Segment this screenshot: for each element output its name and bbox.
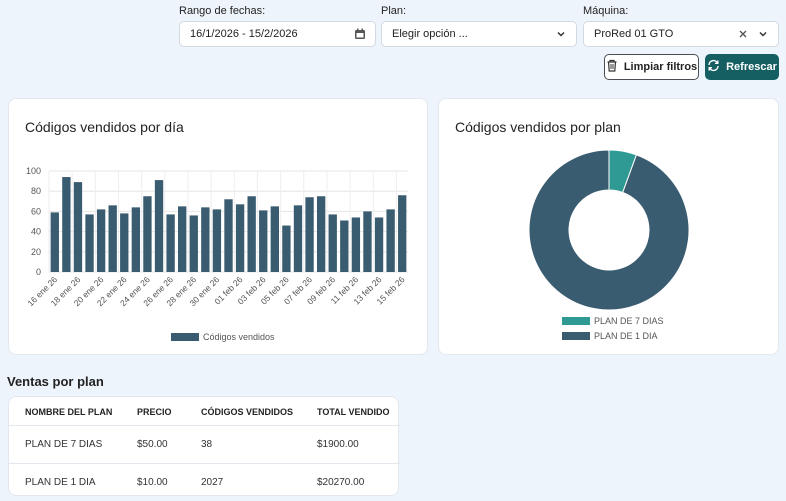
column-header: TOTAL VENDIDO xyxy=(301,399,400,426)
price-cell: $50.00 xyxy=(121,426,185,464)
bar[interactable] xyxy=(247,196,255,272)
y-tick-label: 40 xyxy=(31,227,41,237)
total-sold-cell: $20270.00 xyxy=(301,464,400,501)
bar[interactable] xyxy=(282,226,290,272)
bar[interactable] xyxy=(143,196,151,272)
bar[interactable] xyxy=(120,213,128,272)
y-tick-label: 80 xyxy=(31,186,41,196)
price-cell: $10.00 xyxy=(121,464,185,501)
date-range-value: 16/1/2026 - 15/2/2026 xyxy=(180,28,351,40)
codes-sold-cell: 2027 xyxy=(185,464,301,501)
bar[interactable] xyxy=(294,205,302,272)
bar[interactable] xyxy=(317,196,325,272)
bar[interactable] xyxy=(166,214,174,272)
bar[interactable] xyxy=(398,195,406,272)
date-range-input[interactable]: 16/1/2026 - 15/2/2026 xyxy=(179,21,376,47)
bar[interactable] xyxy=(329,214,337,272)
pie-slice[interactable] xyxy=(529,150,689,310)
trash-icon xyxy=(606,59,618,75)
bar[interactable] xyxy=(259,210,267,272)
column-header: CÓDIGOS VENDIDOS xyxy=(185,399,301,426)
y-tick-label: 20 xyxy=(31,247,41,257)
machine-label: Máquina: xyxy=(583,5,628,17)
bar[interactable] xyxy=(305,197,313,272)
bar[interactable] xyxy=(352,217,360,272)
pie-chart: PLAN DE 7 DIAS PLAN DE 1 DIA xyxy=(439,99,780,356)
column-header: NOMBRE DEL PLAN xyxy=(9,399,121,426)
bar[interactable] xyxy=(340,220,348,272)
bar[interactable] xyxy=(201,207,209,272)
codes-sold-cell: 38 xyxy=(185,426,301,464)
bar[interactable] xyxy=(213,209,221,272)
calendar-icon[interactable] xyxy=(351,25,369,43)
legend-label: PLAN DE 1 DIA xyxy=(594,331,658,341)
bar[interactable] xyxy=(74,182,82,272)
legend-swatch xyxy=(562,332,590,340)
clear-selection-icon[interactable] xyxy=(734,25,752,43)
y-tick-label: 60 xyxy=(31,206,41,216)
chevron-down-icon[interactable] xyxy=(552,25,570,43)
total-sold-cell: $1900.00 xyxy=(301,426,400,464)
plan-label: Plan: xyxy=(381,5,406,17)
bar[interactable] xyxy=(190,215,198,272)
refresh-button[interactable]: Refrescar xyxy=(705,54,779,80)
bar[interactable] xyxy=(132,207,140,272)
plan-select[interactable]: Elegir opción ... xyxy=(381,21,577,47)
plan-name-cell: PLAN DE 1 DIA xyxy=(9,464,121,501)
y-tick-label: 100 xyxy=(26,166,41,176)
machine-select-value: ProRed 01 GTO xyxy=(584,28,734,40)
sales-table: NOMBRE DEL PLAN PRECIO CÓDIGOS VENDIDOS … xyxy=(9,399,400,501)
sales-section-title: Ventas por plan xyxy=(7,374,104,389)
machine-select[interactable]: ProRed 01 GTO xyxy=(583,21,779,47)
bar[interactable] xyxy=(51,212,59,272)
bar[interactable] xyxy=(109,205,117,272)
bar[interactable] xyxy=(375,217,383,272)
y-tick-label: 0 xyxy=(36,267,41,277)
bar[interactable] xyxy=(386,209,394,272)
bar[interactable] xyxy=(97,209,105,272)
column-header: PRECIO xyxy=(121,399,185,426)
bar[interactable] xyxy=(85,214,93,272)
bar[interactable] xyxy=(236,204,244,272)
legend-swatch xyxy=(562,317,590,325)
sales-table-card: NOMBRE DEL PLAN PRECIO CÓDIGOS VENDIDOS … xyxy=(8,396,399,496)
table-row: PLAN DE 7 DIAS $50.00 38 $1900.00 xyxy=(9,426,400,464)
plan-select-value: Elegir opción ... xyxy=(382,28,552,40)
refresh-label: Refrescar xyxy=(726,61,777,73)
pie-chart-card: Códigos vendidos por plan PLAN DE 7 DIAS… xyxy=(438,98,779,355)
bar[interactable] xyxy=(155,180,163,272)
chevron-down-icon[interactable] xyxy=(754,25,772,43)
table-header-row: NOMBRE DEL PLAN PRECIO CÓDIGOS VENDIDOS … xyxy=(9,399,400,426)
refresh-icon xyxy=(707,59,720,75)
bar[interactable] xyxy=(62,177,70,272)
plan-name-cell: PLAN DE 7 DIAS xyxy=(9,426,121,464)
clear-filters-label: Limpiar filtros xyxy=(624,61,697,73)
table-row: PLAN DE 1 DIA $10.00 2027 $20270.00 xyxy=(9,464,400,501)
bar[interactable] xyxy=(178,206,186,272)
date-range-label: Rango de fechas: xyxy=(179,5,265,17)
legend-label: Códigos vendidos xyxy=(203,332,275,342)
bar[interactable] xyxy=(363,211,371,272)
legend-label: PLAN DE 7 DIAS xyxy=(594,316,664,326)
clear-filters-button[interactable]: Limpiar filtros xyxy=(604,54,699,80)
bar[interactable] xyxy=(271,206,279,272)
legend-swatch xyxy=(171,333,199,341)
bar[interactable] xyxy=(224,199,232,272)
